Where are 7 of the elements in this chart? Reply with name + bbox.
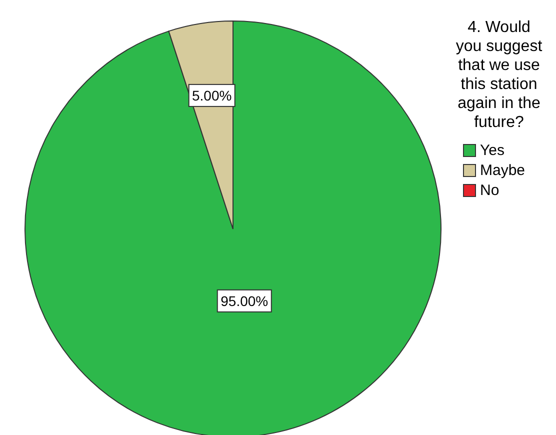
- data-label: 95.00%: [220, 292, 268, 309]
- pie-slice: [24, 20, 442, 435]
- legend-title: 4. Would you suggest that we use this station again in the future?: [454, 18, 544, 132]
- legend-label: Maybe: [480, 162, 526, 178]
- legend-label: No: [480, 182, 500, 198]
- legend-label: Yes: [480, 142, 504, 158]
- data-label: 5.00%: [192, 87, 232, 104]
